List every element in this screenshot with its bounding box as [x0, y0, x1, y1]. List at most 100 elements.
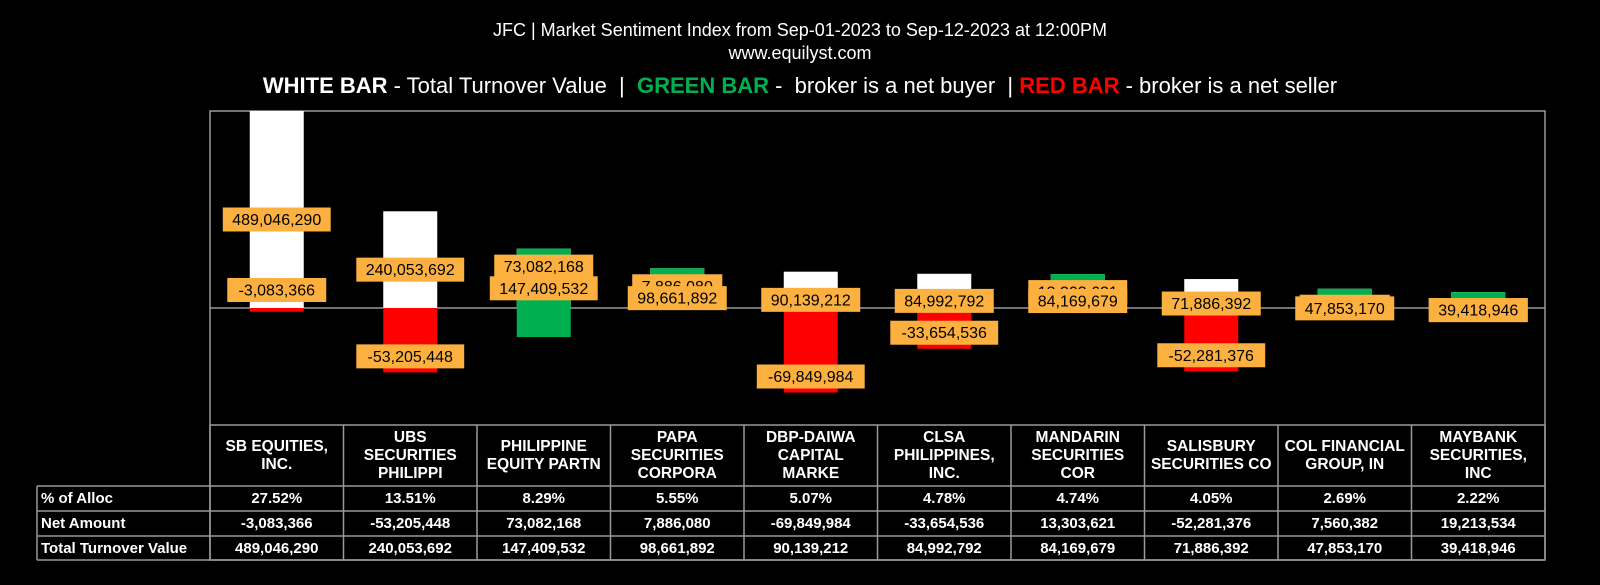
legend-white-desc: - Total Turnover Value | [387, 73, 637, 98]
legend: WHITE BAR - Total Turnover Value | GREEN… [0, 72, 1600, 100]
table-cell: 2.69% [1323, 489, 1367, 507]
turnover-label-bg [1428, 298, 1528, 323]
table-cell: 240,053,692 [368, 539, 452, 557]
table-cell: 47,853,170 [1307, 539, 1383, 557]
turnover-label: 84,992,792 [904, 293, 984, 310]
chart-subtitle-url: www.equilyst.com [728, 43, 872, 63]
net-label-bg [227, 278, 327, 302]
broker-name-line: PHILIPPINES, [893, 446, 995, 464]
table-cell: 7,560,382 [1311, 514, 1379, 532]
broker-name-line: EQUITY PARTN [486, 455, 601, 473]
table-row-label: Total Turnover Value [41, 539, 188, 557]
broker-name-header: SALISBURY SECURITIES CO [1145, 425, 1279, 486]
broker-name-line: CLSA [923, 428, 966, 446]
net-label: -3,083,366 [238, 283, 315, 300]
broker-name-line: SECURITIES CO [1150, 455, 1272, 473]
net-label: -52,281,376 [1169, 348, 1255, 365]
broker-name-line: INC. [928, 464, 960, 482]
net-buyer-bar [650, 268, 705, 278]
table-cell: 71,886,392 [1173, 539, 1249, 557]
broker-name-line: SECURITIES [1031, 446, 1125, 464]
net-seller-bar [249, 308, 304, 312]
broker-name-line: INC. [261, 455, 293, 473]
table-cell: 2.22% [1456, 489, 1500, 507]
broker-name-header: CLSA PHILIPPINES, INC. [878, 425, 1012, 486]
broker-name-line: SECURITIES [363, 446, 457, 464]
broker-name-line: MANDARIN [1035, 428, 1120, 446]
broker-name-line: DBP-DAIWA [765, 428, 856, 446]
net-label-bg [1157, 343, 1266, 368]
turnover-label-bg [627, 286, 727, 311]
table-cell: 73,082,168 [506, 514, 582, 532]
table-cell: 98,661,892 [639, 539, 715, 557]
turnover-label-bg [1161, 291, 1261, 316]
turnover-label-bg [761, 287, 861, 312]
broker-name-header: UBS SECURITIES PHILIPPI [344, 425, 478, 486]
broker-name-header: MAYBANK SECURITIES, INC [1412, 425, 1546, 486]
table-cell: -33,654,536 [904, 514, 985, 532]
table-cell: 5.07% [789, 489, 833, 507]
broker-name-line: COR [1060, 464, 1095, 482]
turnover-label: 147,409,532 [499, 281, 588, 298]
broker-name-line: PHILIPPINE [500, 437, 587, 455]
table-cell: 90,139,212 [773, 539, 849, 557]
turnover-label: 240,053,692 [366, 262, 455, 279]
broker-name-header: COL FINANCIAL GROUP, IN [1278, 425, 1412, 486]
table-cell: 39,418,946 [1440, 539, 1516, 557]
broker-name-line: MARKE [782, 464, 840, 482]
broker-name-line: PAPA [656, 428, 698, 446]
turnover-label-bg [489, 276, 598, 301]
net-label: -69,849,984 [768, 369, 854, 386]
table-cell: 27.52% [251, 489, 303, 507]
table-cell: -52,281,376 [1171, 514, 1252, 532]
broker-name-line: SECURITIES [630, 446, 724, 464]
broker-name-header: DBP-DAIWA CAPITAL MARKE [744, 425, 878, 486]
broker-name-line: GROUP, IN [1305, 455, 1385, 473]
broker-name-header: MANDARIN SECURITIES COR [1011, 425, 1145, 486]
net-label-bg [356, 344, 465, 369]
table-row-label: % of Alloc [41, 489, 113, 507]
turnover-label: 90,139,212 [771, 292, 851, 309]
table-cell: -69,849,984 [770, 514, 851, 532]
broker-name-line: SECURITIES, [1429, 446, 1527, 464]
net-label: 73,082,168 [504, 259, 584, 276]
broker-name-line: SALISBURY [1166, 437, 1256, 455]
legend-red-key: RED BAR [1019, 73, 1120, 98]
table-cell: 7,886,080 [643, 514, 711, 532]
turnover-label-bg [1295, 296, 1395, 321]
legend-green-desc: - broker is a net buyer | [769, 73, 1020, 98]
legend-green-key: GREEN BAR [636, 73, 769, 98]
table-cell: 489,046,290 [235, 539, 319, 557]
turnover-label-bg [894, 288, 994, 313]
turnover-label-bg [222, 207, 331, 232]
table-cell: 19,213,534 [1440, 514, 1516, 532]
chart-title: JFC | Market Sentiment Index from Sep-01… [493, 20, 1107, 40]
turnover-label: 47,853,170 [1305, 301, 1385, 318]
broker-name-line: UBS [393, 428, 427, 446]
legend-white-key: WHITE BAR [262, 73, 388, 98]
broker-name-line: COL FINANCIAL [1284, 437, 1405, 455]
turnover-label: 489,046,290 [232, 212, 321, 229]
turnover-label: 39,418,946 [1438, 303, 1518, 320]
turnover-label: 71,886,392 [1171, 296, 1251, 313]
table-cell: 4.78% [922, 489, 966, 507]
table-cell: 5.55% [655, 489, 699, 507]
broker-name-line: SB EQUITIES, [225, 437, 329, 455]
turnover-label-bg [356, 257, 465, 282]
broker-name-header: PAPA SECURITIES CORPORA [611, 425, 745, 486]
table-cell: 4.74% [1056, 489, 1100, 507]
net-buyer-bar [1317, 288, 1372, 298]
table-cell: -3,083,366 [240, 514, 313, 532]
table-cell: 84,992,792 [906, 539, 982, 557]
broker-name-line: MAYBANK [1439, 428, 1518, 446]
table-cell: 13,303,621 [1040, 514, 1116, 532]
broker-name-line: INC [1464, 464, 1492, 482]
table-cell: 8.29% [522, 489, 566, 507]
broker-name-header: SB EQUITIES, INC. [210, 425, 344, 486]
table-cell: 13.51% [384, 489, 436, 507]
legend-red-desc: - broker is a net seller [1119, 73, 1338, 98]
table-row-label: Net Amount [41, 514, 126, 532]
net-label-bg [756, 364, 865, 389]
broker-name-header: PHILIPPINE EQUITY PARTN [477, 425, 611, 486]
